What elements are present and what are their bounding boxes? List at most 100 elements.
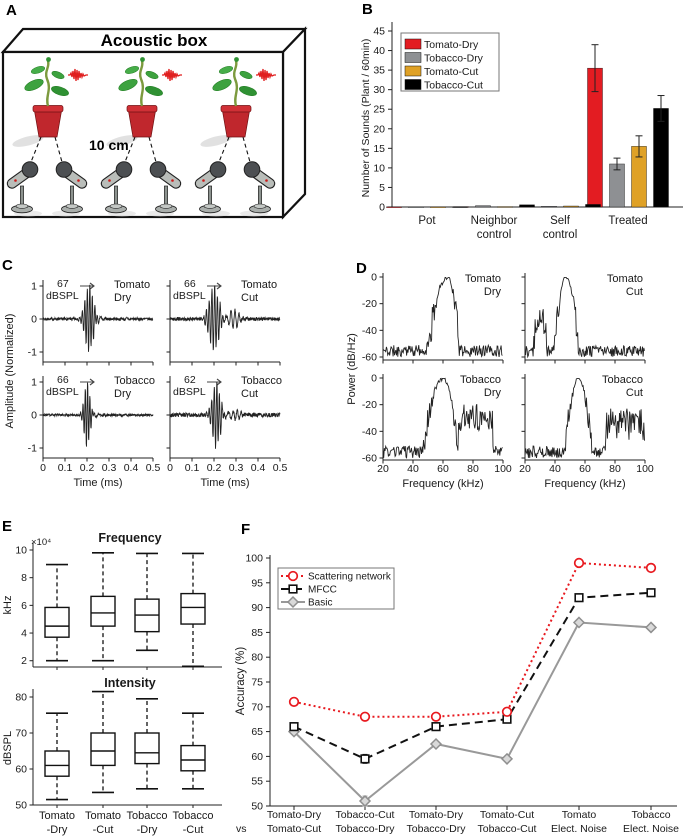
x-category-label: Tomato bbox=[39, 810, 75, 822]
panel-label-b: B bbox=[362, 1, 373, 18]
y-tick-label: 80 bbox=[251, 652, 263, 664]
legend-swatch bbox=[404, 79, 422, 90]
y-tick-label: 70 bbox=[251, 701, 263, 713]
box bbox=[134, 552, 160, 652]
y-tick-label: 60 bbox=[15, 764, 27, 776]
y-tick-label: 0 bbox=[371, 373, 377, 385]
series-square bbox=[289, 588, 656, 764]
x-category-label: Tomato-Dry bbox=[267, 809, 322, 821]
subplot-title: Dry bbox=[114, 388, 132, 400]
x-category-label: -Dry bbox=[47, 824, 68, 836]
y-tick-label: 0 bbox=[31, 410, 37, 422]
boxplot-intensity: Intensity 50 60 70 80 bbox=[15, 676, 222, 812]
x-tick-label: 0.4 bbox=[251, 462, 266, 474]
y-tick-label: 0 bbox=[371, 272, 377, 284]
x-tick-label: 0.2 bbox=[207, 462, 222, 474]
subplot-title: Tobacco bbox=[114, 375, 155, 387]
legend-label: Basic bbox=[308, 598, 332, 609]
box bbox=[44, 712, 70, 801]
x-tick-label: 80 bbox=[609, 463, 621, 475]
y-tick-label: -1 bbox=[28, 347, 37, 359]
y-tick-label: 65 bbox=[251, 726, 263, 738]
box bbox=[180, 552, 206, 668]
y-tick-label: 70 bbox=[15, 728, 27, 740]
x-axis-label: Frequency (kHz) bbox=[544, 478, 625, 490]
x-category-label: Tobacco-Cut bbox=[478, 823, 537, 835]
x-tick-label: 0.5 bbox=[146, 462, 161, 474]
subplot-title: Cut bbox=[241, 292, 258, 304]
distance-label: 10 cm bbox=[89, 137, 129, 153]
x-category-label: Tobacco-Dry bbox=[407, 823, 467, 835]
arrow-icon bbox=[80, 378, 95, 386]
legend-label: Tomato-Dry bbox=[424, 39, 479, 51]
y-axis-label: dBSPL bbox=[2, 731, 14, 765]
y-tick-label: 10 bbox=[15, 545, 27, 557]
x-category-label: Tomato bbox=[562, 809, 597, 821]
x-tick-label: 100 bbox=[636, 463, 654, 475]
panel-f-accuracy-chart: 50 55 60 65 70 75 80 85 90 95 100 Accuracy (%) Tomat… bbox=[235, 553, 679, 836]
acoustic-box-title: Acoustic box bbox=[101, 31, 208, 50]
x-tick-label: 100 bbox=[494, 463, 512, 475]
x-tick-label: 0.2 bbox=[80, 462, 95, 474]
legend: Scattering network MFCC Basic bbox=[277, 567, 395, 610]
bar bbox=[475, 205, 491, 208]
spl-value: 62 bbox=[184, 374, 196, 386]
x-category-label: Tobacco bbox=[173, 810, 214, 822]
series-circle bbox=[288, 557, 657, 722]
panel-label-c: C bbox=[2, 257, 13, 274]
y-tick-label: 40 bbox=[373, 45, 385, 57]
y-tick-label: 5 bbox=[379, 182, 385, 194]
waveform-trace bbox=[169, 382, 281, 449]
x-category-label: control bbox=[477, 229, 512, 241]
subplot-title: Tobacco bbox=[460, 374, 501, 386]
spectrum-trace bbox=[524, 276, 645, 359]
y-tick-label: 80 bbox=[15, 692, 27, 704]
y-tick-label: -60 bbox=[362, 453, 377, 465]
arrow-icon bbox=[207, 378, 222, 386]
x-category-label: Pot bbox=[418, 215, 436, 227]
bar bbox=[430, 206, 446, 208]
subplot-title: Cut bbox=[241, 388, 258, 400]
bar bbox=[563, 205, 579, 208]
subplot-title: Tobacco bbox=[602, 374, 643, 386]
y-tick-label: 75 bbox=[251, 677, 263, 689]
y-tick-label: 50 bbox=[15, 800, 27, 812]
x-tick-label: 40 bbox=[407, 463, 419, 475]
spl-unit: dBSPL bbox=[46, 386, 79, 398]
box bbox=[44, 563, 70, 662]
waveform-trace bbox=[42, 284, 154, 352]
panel-d-spectra: Power (dB/Hz)0-20-40-60TomatoDryTomatoCu… bbox=[346, 272, 654, 491]
y-tick-label: 1 bbox=[31, 281, 37, 293]
spl-value: 66 bbox=[57, 374, 69, 386]
x-category-label: Tobacco bbox=[127, 810, 168, 822]
legend-swatch bbox=[404, 65, 422, 77]
waveform-trace bbox=[169, 285, 281, 351]
bar bbox=[386, 206, 402, 208]
x-tick-label: 0.3 bbox=[229, 462, 244, 474]
bar bbox=[585, 204, 601, 208]
y-axis-label: Number of Sounds (Plant / 60min) bbox=[360, 39, 372, 198]
x-category-label: -Dry bbox=[137, 824, 158, 836]
panel-label-d: D bbox=[356, 260, 367, 277]
spectrum-trace bbox=[524, 377, 645, 459]
subplot-title: Dry bbox=[114, 292, 132, 304]
boxplot-frequency: Frequency 2 4 6 8 10 ×10⁴ bbox=[15, 531, 222, 670]
arrow-icon bbox=[207, 282, 222, 290]
x-category-label: Tomato-Cut bbox=[480, 809, 534, 821]
x-axis-label: Frequency (kHz) bbox=[402, 478, 483, 490]
x-category-label: Neighbor bbox=[471, 215, 518, 227]
bar bbox=[653, 108, 669, 208]
y-tick-label: 50 bbox=[251, 801, 263, 813]
y-tick-label: 1 bbox=[31, 377, 37, 389]
legend-label: Tobacco-Cut bbox=[424, 80, 483, 92]
panel-label-f: F bbox=[241, 521, 251, 538]
x-tick-label: 20 bbox=[519, 463, 531, 475]
panel-e-boxplots: Frequency 2 4 6 8 10 ×10⁴ kHz Intensity 50 60 70 80 d… bbox=[2, 531, 222, 836]
panel-a-illustration: Acoustic box 10 cm bbox=[0, 26, 308, 255]
x-tick-label: 0 bbox=[40, 462, 46, 474]
